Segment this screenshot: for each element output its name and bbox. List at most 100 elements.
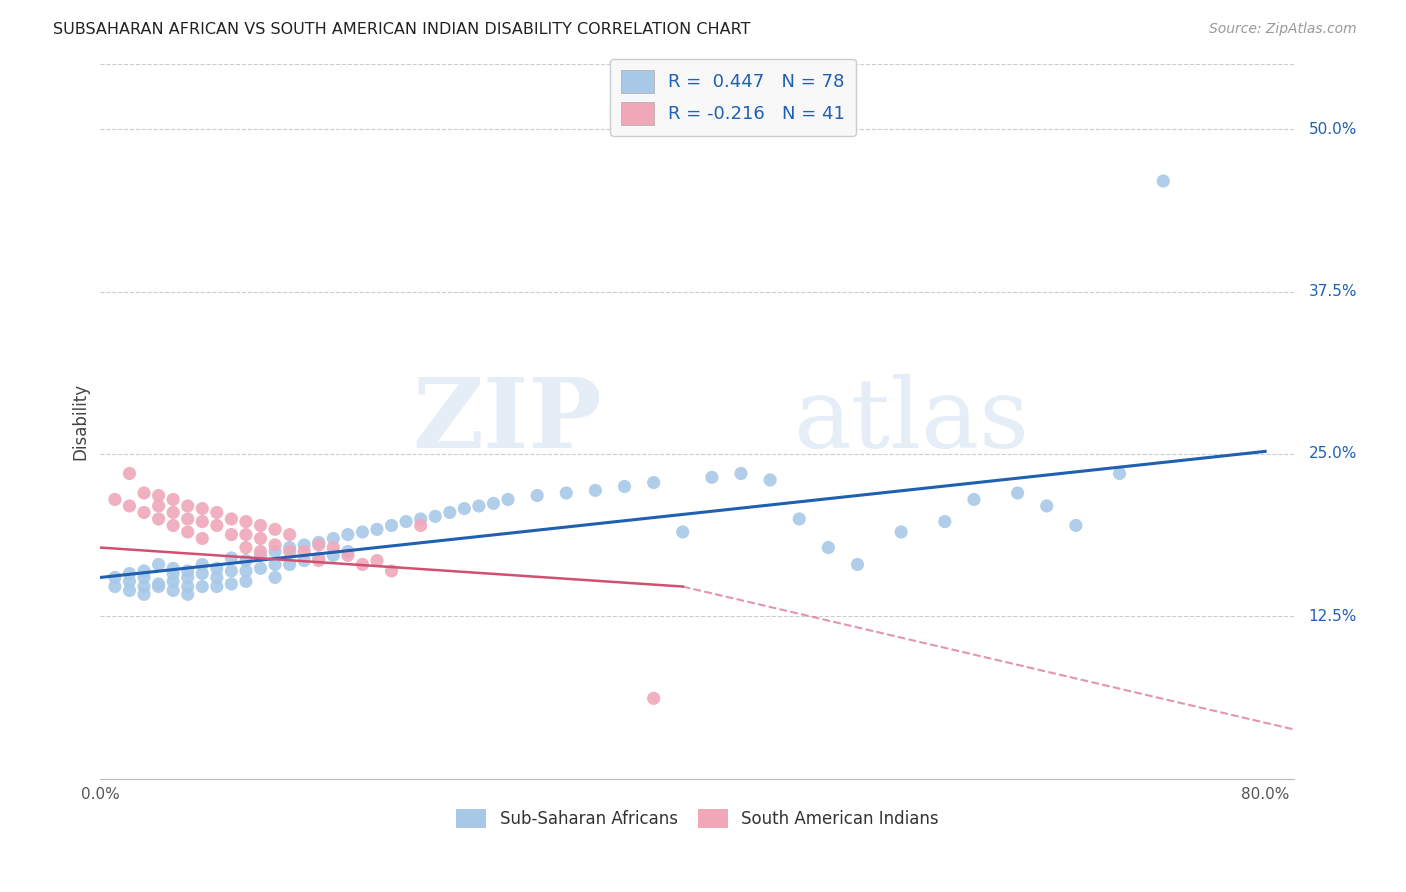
Point (235, 564, 257, 578)
Point (191, 580, 214, 594)
Point (148, 580, 170, 594)
Point (409, 518, 432, 533)
Point (453, 501, 475, 516)
Point (264, 558, 287, 572)
Point (177, 570, 200, 584)
Point (278, 544, 301, 558)
Point (292, 553, 315, 567)
Point (221, 564, 243, 578)
Point (118, 583, 141, 598)
Point (221, 577, 243, 591)
Point (132, 570, 155, 584)
Point (162, 492, 184, 507)
Point (468, 499, 491, 513)
Point (409, 512, 432, 526)
Point (235, 541, 257, 555)
Text: 25.0%: 25.0% (1309, 447, 1357, 461)
Point (205, 561, 228, 575)
Point (249, 544, 271, 558)
Point (235, 574, 257, 589)
Point (205, 518, 228, 533)
Point (583, 483, 606, 498)
Text: 37.5%: 37.5% (1309, 284, 1357, 299)
Point (191, 558, 214, 572)
Point (264, 544, 287, 558)
Point (148, 577, 170, 591)
Point (162, 574, 184, 589)
Point (439, 506, 461, 520)
Point (1064, 518, 1087, 533)
Point (191, 532, 214, 546)
Point (177, 499, 200, 513)
Point (177, 580, 200, 594)
Point (395, 515, 418, 529)
Point (132, 564, 155, 578)
Point (308, 553, 330, 567)
Point (613, 479, 636, 493)
Point (380, 564, 402, 578)
Point (177, 512, 200, 526)
Point (221, 512, 243, 526)
Point (278, 527, 301, 541)
Point (104, 580, 127, 594)
Point (366, 553, 388, 567)
Point (1152, 174, 1174, 188)
Point (249, 561, 271, 575)
Point (817, 541, 839, 555)
Point (205, 570, 228, 584)
Point (787, 512, 810, 526)
Point (482, 496, 505, 510)
Point (132, 486, 155, 500)
Text: ZIP: ZIP (412, 375, 602, 468)
Point (352, 558, 374, 572)
Point (425, 509, 447, 524)
Point (963, 492, 986, 507)
Point (380, 518, 402, 533)
Point (264, 538, 287, 552)
Point (148, 489, 170, 503)
Point (352, 524, 374, 539)
Point (336, 549, 359, 563)
Point (366, 522, 388, 536)
Point (118, 574, 141, 589)
Point (846, 558, 869, 572)
Point (162, 566, 184, 581)
Point (235, 527, 257, 541)
Point (643, 691, 665, 706)
Point (148, 512, 170, 526)
Text: atlas: atlas (793, 375, 1029, 468)
Point (336, 527, 359, 541)
Y-axis label: Disability: Disability (72, 383, 89, 460)
Text: 12.5%: 12.5% (1309, 609, 1357, 624)
Point (700, 470, 723, 484)
Point (162, 518, 184, 533)
Point (118, 499, 141, 513)
Point (205, 580, 228, 594)
Point (205, 506, 228, 520)
Point (191, 515, 214, 529)
Legend: Sub-Saharan Africans, South American Indians: Sub-Saharan Africans, South American Ind… (450, 802, 945, 835)
Point (308, 535, 330, 549)
Point (148, 558, 170, 572)
Point (322, 541, 344, 555)
Point (162, 583, 184, 598)
Point (177, 524, 200, 539)
Text: 50.0%: 50.0% (1309, 121, 1357, 136)
Point (555, 486, 578, 500)
Point (264, 522, 287, 536)
Point (292, 544, 315, 558)
Point (132, 587, 155, 601)
Point (118, 467, 141, 481)
Point (934, 515, 956, 529)
Point (890, 524, 912, 539)
Point (278, 541, 301, 555)
Point (235, 515, 257, 529)
Point (221, 527, 243, 541)
Point (1007, 486, 1029, 500)
Point (104, 570, 127, 584)
Point (162, 561, 184, 575)
Point (148, 499, 170, 513)
Point (278, 558, 301, 572)
Point (672, 524, 695, 539)
Point (235, 553, 257, 567)
